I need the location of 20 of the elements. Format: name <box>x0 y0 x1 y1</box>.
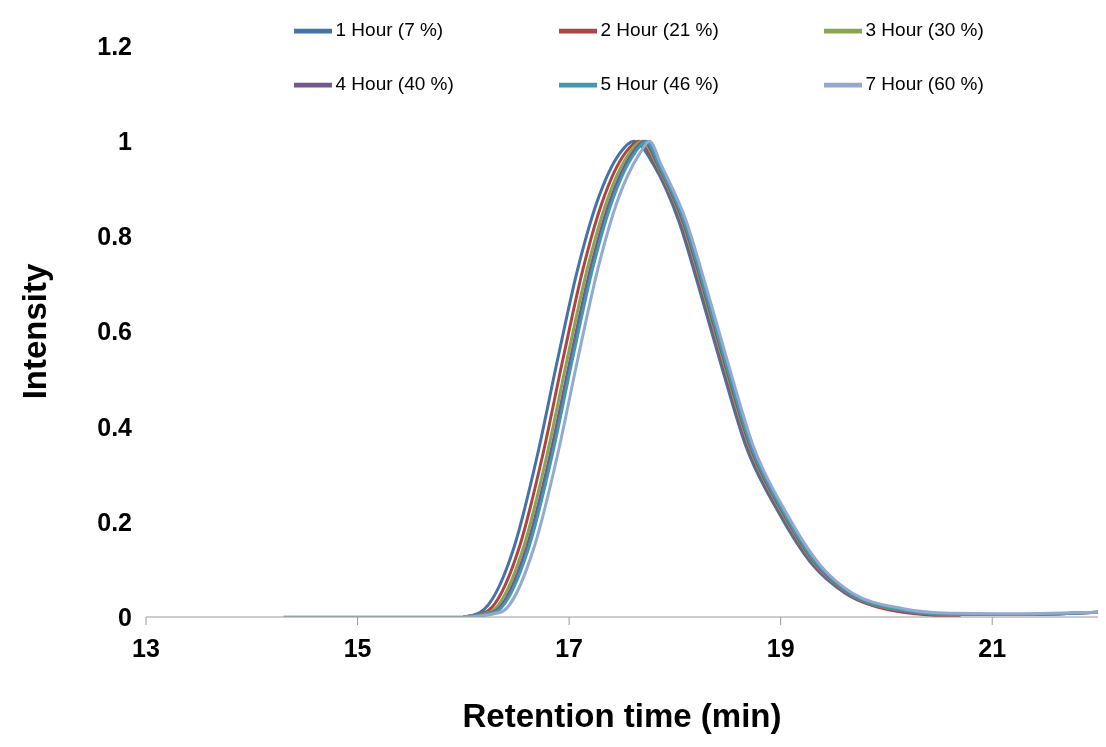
x-tick-label: 13 <box>132 633 160 662</box>
y-tick-label: 0.8 <box>97 222 133 251</box>
x-tick-label: 15 <box>343 633 372 662</box>
x-tick-label: 17 <box>555 633 584 662</box>
legend-label: 3 Hour (30 %) <box>865 19 984 41</box>
y-tick-label: 0.6 <box>97 317 132 346</box>
y-tick-label: 0 <box>118 602 132 631</box>
y-tick-label: 1 <box>118 127 133 156</box>
legend-label: 7 Hour (60 %) <box>865 73 984 95</box>
y-tick-label: 1.2 <box>97 31 132 60</box>
legend-label: 4 Hour (40 %) <box>335 73 454 95</box>
y-tick-label: 0.2 <box>97 507 132 536</box>
legend-label: 2 Hour (21 %) <box>600 19 719 41</box>
legend-label: 5 Hour (46 %) <box>600 73 719 95</box>
y-axis-title: Intensity <box>15 263 53 400</box>
x-tick-label: 19 <box>766 633 795 662</box>
legend-label: 1 Hour (7 %) <box>335 19 444 41</box>
x-axis-title: Retention time (min) <box>462 697 782 734</box>
x-tick-label: 21 <box>978 633 1007 662</box>
y-tick-label: 0.4 <box>97 412 133 441</box>
